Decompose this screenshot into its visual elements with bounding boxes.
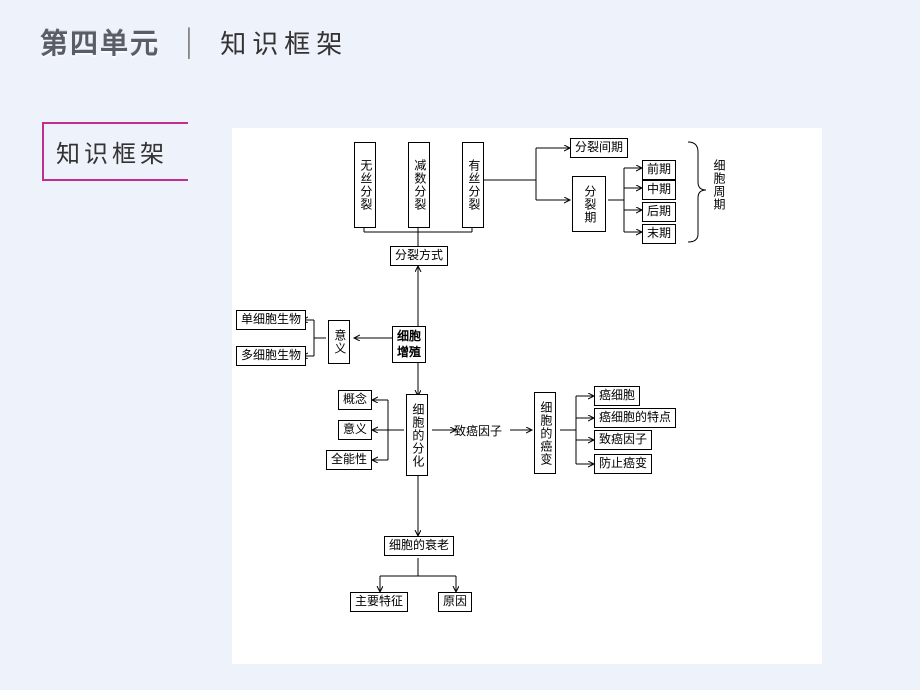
node-phase-qian: 前期 [642,160,676,180]
node-phase-zhong: 中期 [642,180,676,200]
node-interphase: 分裂间期 [570,138,628,158]
node-split-method: 分裂方式 [390,246,448,266]
node-cell-cycle: 细胞周期 [710,154,730,216]
node-split-period: 分裂期 [572,176,606,232]
node-cause: 原因 [438,592,472,612]
node-yousi: 有丝分裂 [462,142,484,228]
node-wusi: 无丝分裂 [354,142,376,228]
node-center: 细胞增殖 [392,326,426,363]
node-main-feature: 主要特征 [350,592,408,612]
node-phase-mo: 末期 [642,224,676,244]
node-totipotency: 全能性 [326,450,372,470]
unit-title: 第四单元 [40,22,160,62]
node-cancer: 细胞的癌变 [534,392,556,474]
node-multi-cell: 多细胞生物 [236,346,306,366]
node-diff-meaning: 意义 [338,420,372,440]
node-cancer-cell: 癌细胞 [594,386,640,406]
node-prevent-cancer: 防止癌变 [594,454,652,474]
connector-lines [232,128,822,664]
node-cancer-feature: 癌细胞的特点 [594,408,676,428]
header-subtitle: 知识框架 [220,24,348,61]
concept-diagram: 无丝分裂 减数分裂 有丝分裂 分裂间期 分裂期 前期 中期 后期 末期 细胞周期… [232,128,822,664]
node-phase-hou: 后期 [642,202,676,222]
frame-label: 知识框架 [42,122,188,181]
node-diff-concept: 概念 [338,390,372,410]
node-cancer-factor: 致癌因子 [594,430,652,450]
node-center-text: 细胞增殖 [397,329,421,360]
page-header: 第四单元 │ 知识框架 [40,22,348,62]
node-aging: 细胞的衰老 [384,536,454,556]
header-divider: │ [182,27,198,58]
node-meaning: 意义 [328,320,350,364]
node-jianshu: 减数分裂 [408,142,430,228]
node-single-cell: 单细胞生物 [236,310,306,330]
label-carcinogen: 致癌因子 [454,422,502,439]
node-differentiation: 细胞的分化 [406,394,428,476]
